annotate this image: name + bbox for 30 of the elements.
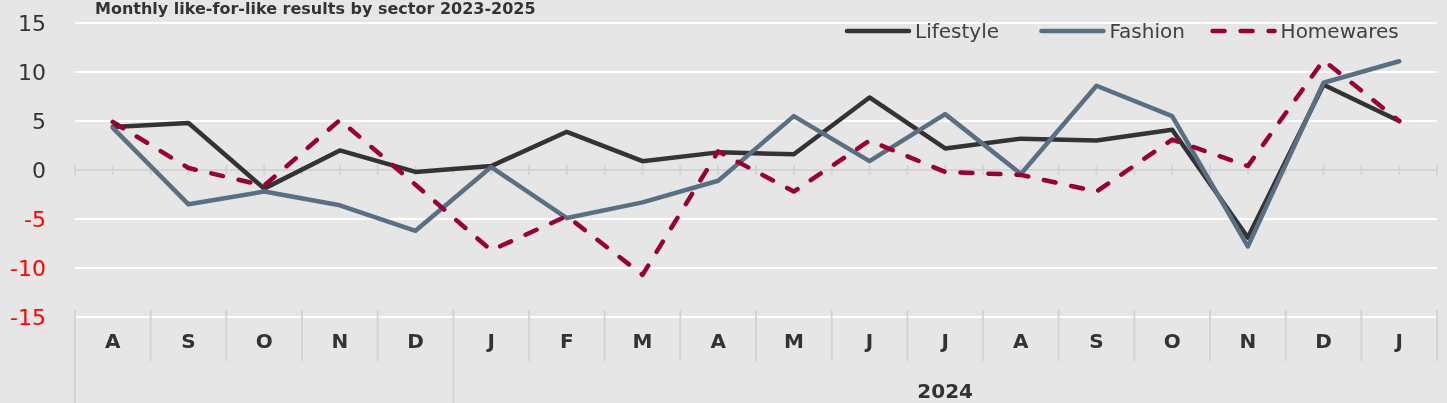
x-tick-label: S [181, 329, 196, 353]
x-tick-label: O [1163, 329, 1181, 353]
chart-title: Monthly like-for-like results by sector 2023-2025 [95, 0, 536, 18]
x-tick-label: N [331, 329, 349, 353]
y-tick-label: -15 [10, 304, 46, 330]
x-tick-label: A [105, 329, 122, 353]
x-tick-label: J [863, 329, 874, 353]
y-tick-label: 5 [32, 108, 46, 134]
x-tick-label: A [710, 329, 727, 353]
x-tick-label: A [1013, 329, 1030, 353]
x-tick-label: J [1393, 329, 1403, 353]
x-tick-label: N [1239, 329, 1257, 353]
x-tick-label: S [1089, 329, 1104, 353]
x-tick-label: D [407, 329, 424, 353]
y-tick-label: -10 [10, 255, 46, 281]
y-tick-label: -5 [24, 206, 46, 232]
x-tick-label: J [939, 329, 949, 353]
x-tick-label: M [783, 329, 804, 353]
legend-label: Lifestyle [915, 19, 1000, 43]
x-tick-label: J [485, 329, 495, 353]
x-tick-label: D [1315, 329, 1332, 353]
y-tick-label: 15 [18, 10, 46, 36]
text: 2024 [917, 379, 973, 403]
y-tick-label: 10 [18, 59, 46, 85]
x-tick-label: O [255, 329, 273, 353]
legend-label: Fashion [1109, 19, 1185, 43]
x-tick-label: F [560, 329, 574, 353]
x-tick-label: M [632, 329, 653, 353]
y-tick-label: 0 [32, 157, 46, 183]
legend-label: Homewares [1280, 19, 1399, 43]
